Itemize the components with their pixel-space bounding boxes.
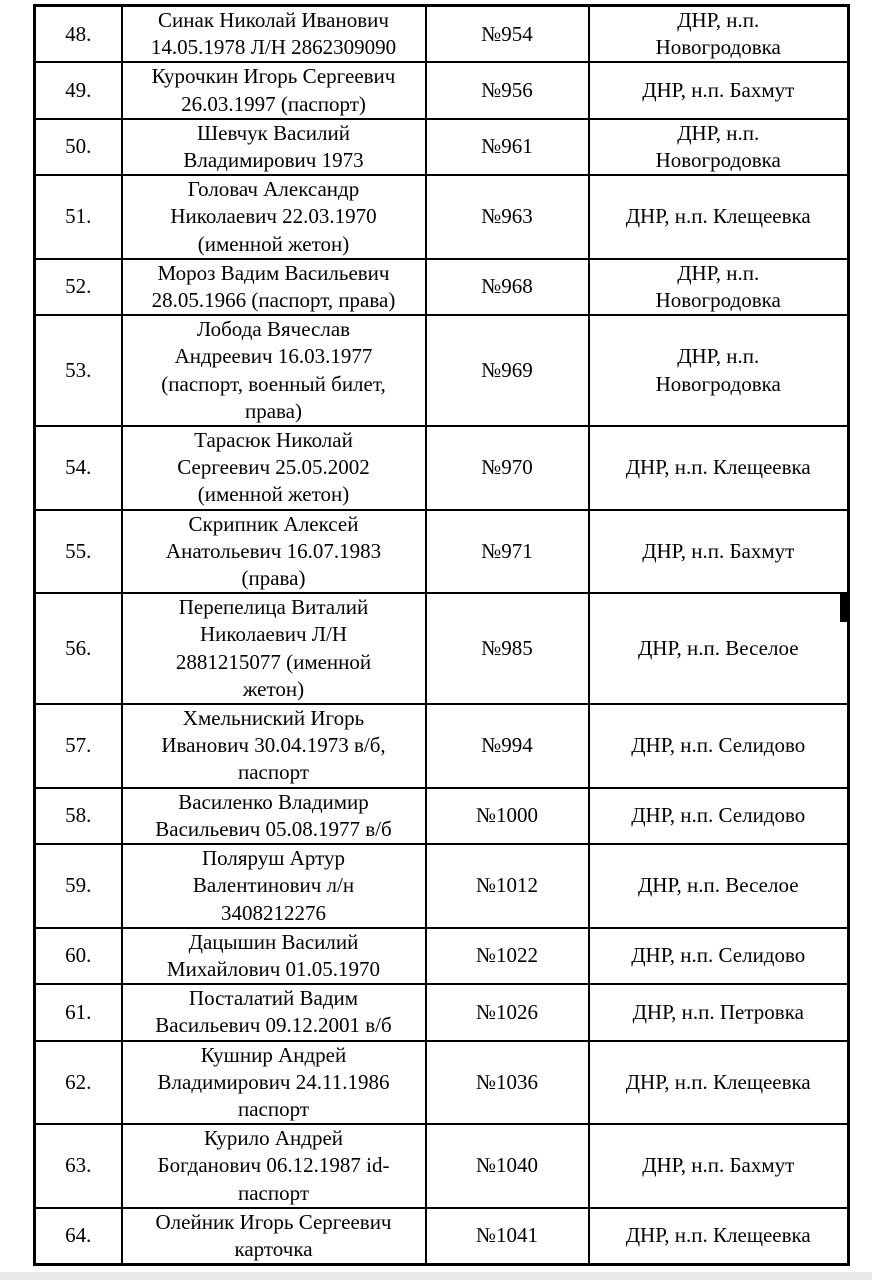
ref-number-cell: №1036	[424, 1039, 590, 1126]
row-number-cell: 52.	[33, 257, 123, 317]
name-cell: Курило Андрей Богданович 06.12.1987 id- …	[120, 1123, 427, 1209]
table-row: 61. Посталатий Вадим Васильевич 09.12.200…	[33, 983, 850, 1042]
table-row: 51. Головач Александр Николаевич 22.03.19…	[33, 174, 850, 260]
table-row: 63. Курило Андрей Богданович 06.12.1987 i…	[33, 1123, 850, 1209]
table-row: 50. Шевчук Василий Владимирович 1973 №961 Д…	[33, 117, 850, 177]
name-cell: Посталатий Вадим Васильевич 09.12.2001 в…	[120, 983, 427, 1042]
row-number-cell: 60.	[33, 926, 123, 986]
ref-number-cell: №985	[424, 592, 590, 706]
row-number-cell: 56.	[33, 592, 123, 706]
cursor-artifact	[840, 594, 847, 622]
row-number-cell: 48.	[33, 4, 123, 64]
row-number-cell: 61.	[33, 983, 123, 1042]
ref-number-cell: №1022	[424, 926, 590, 986]
name-cell: Дацышин Василий Михайлович 01.05.1970	[120, 926, 427, 986]
table-row: 57. Хмельниский Игорь Иванович 30.04.1973…	[33, 703, 850, 789]
row-number-cell: 49.	[33, 61, 123, 120]
ref-number-cell: №961	[424, 117, 590, 177]
detainee-list-table: 48. Синак Николай Иванович 14.05.1978 Л/Н…	[33, 4, 850, 1267]
ref-number-cell: №954	[424, 4, 590, 64]
location-cell: ДНР, н.п. Клещеевка	[587, 1206, 850, 1266]
name-cell: Олейник Игорь Сергеевич карточка	[120, 1206, 427, 1266]
name-cell: Кушнир Андрей Владимирович 24.11.1986 па…	[120, 1039, 427, 1126]
location-cell: ДНР, н.п. Новогродовка	[587, 117, 850, 177]
location-cell: ДНР, н.п. Бахмут	[587, 508, 850, 595]
row-number-cell: 55.	[33, 508, 123, 595]
location-cell: ДНР, н.п. Бахмут	[587, 61, 850, 120]
name-cell: Лобода Вячеслав Андреевич 16.03.1977 (па…	[120, 314, 427, 428]
ref-number-cell: №969	[424, 314, 590, 428]
table-row: 48. Синак Николай Иванович 14.05.1978 Л/Н…	[33, 4, 850, 64]
location-cell: ДНР, н.п. Новогродовка	[587, 314, 850, 428]
row-number-cell: 51.	[33, 174, 123, 260]
location-cell: ДНР, н.п. Новогродовка	[587, 4, 850, 64]
location-cell: ДНР, н.п. Петровка	[587, 983, 850, 1042]
ref-number-cell: №970	[424, 425, 590, 511]
table-row: 62. Кушнир Андрей Владимирович 24.11.1986…	[33, 1039, 850, 1126]
name-cell: Поляруш Артур Валентинович л/н 340821227…	[120, 843, 427, 929]
table-body: 48. Синак Николай Иванович 14.05.1978 Л/Н…	[33, 4, 850, 1266]
ref-number-cell: №971	[424, 508, 590, 595]
table-row: 56. Перепелица Виталий Николаевич Л/Н 288…	[33, 592, 850, 706]
name-cell: Скрипник Алексей Анатольевич 16.07.1983 …	[120, 508, 427, 595]
ref-number-cell: №1040	[424, 1123, 590, 1209]
ref-number-cell: №994	[424, 703, 590, 789]
row-number-cell: 62.	[33, 1039, 123, 1126]
location-cell: ДНР, н.п. Новогродовка	[587, 257, 850, 317]
table-row: 55. Скрипник Алексей Анатольевич 16.07.19…	[33, 508, 850, 595]
ref-number-cell: №963	[424, 174, 590, 260]
ref-number-cell: №1041	[424, 1206, 590, 1266]
location-cell: ДНР, н.п. Селидово	[587, 926, 850, 986]
ref-number-cell: №1012	[424, 843, 590, 929]
row-number-cell: 63.	[33, 1123, 123, 1209]
name-cell: Синак Николай Иванович 14.05.1978 Л/Н 28…	[120, 4, 427, 64]
name-cell: Головач Александр Николаевич 22.03.1970 …	[120, 174, 427, 260]
location-cell: ДНР, н.п. Клещеевка	[587, 174, 850, 260]
row-number-cell: 57.	[33, 703, 123, 789]
table-row: 59. Поляруш Артур Валентинович л/н 340821…	[33, 843, 850, 929]
name-cell: Василенко Владимир Васильевич 05.08.1977…	[120, 786, 427, 846]
row-number-cell: 64.	[33, 1206, 123, 1266]
ref-number-cell: №968	[424, 257, 590, 317]
location-cell: ДНР, н.п. Клещеевка	[587, 425, 850, 511]
location-cell: ДНР, н.п. Бахмут	[587, 1123, 850, 1209]
ref-number-cell: №956	[424, 61, 590, 120]
name-cell: Хмельниский Игорь Иванович 30.04.1973 в/…	[120, 703, 427, 789]
name-cell: Тарасюк Николай Сергеевич 25.05.2002 (им…	[120, 425, 427, 511]
table-row: 52. Мороз Вадим Васильевич 28.05.1966 (па…	[33, 257, 850, 317]
name-cell: Шевчук Василий Владимирович 1973	[120, 117, 427, 177]
table-row: 58. Василенко Владимир Васильевич 05.08.1…	[33, 786, 850, 846]
location-cell: ДНР, н.п. Клещеевка	[587, 1039, 850, 1126]
row-number-cell: 50.	[33, 117, 123, 177]
row-number-cell: 59.	[33, 843, 123, 929]
table-row: 60. Дацышин Василий Михайлович 01.05.1970…	[33, 926, 850, 986]
name-cell: Перепелица Виталий Николаевич Л/Н 288121…	[120, 592, 427, 706]
ref-number-cell: №1026	[424, 983, 590, 1042]
row-number-cell: 53.	[33, 314, 123, 428]
table-row: 54. Тарасюк Николай Сергеевич 25.05.2002 …	[33, 425, 850, 511]
row-number-cell: 58.	[33, 786, 123, 846]
row-number-cell: 54.	[33, 425, 123, 511]
location-cell: ДНР, н.п. Веселое	[587, 592, 850, 706]
name-cell: Мороз Вадим Васильевич 28.05.1966 (паспо…	[120, 257, 427, 317]
ref-number-cell: №1000	[424, 786, 590, 846]
table-row: 53. Лобода Вячеслав Андреевич 16.03.1977 …	[33, 314, 850, 428]
bottom-strip	[0, 1272, 872, 1280]
table-row: 64. Олейник Игорь Сергеевич карточка №1041…	[33, 1206, 850, 1266]
location-cell: ДНР, н.п. Селидово	[587, 786, 850, 846]
location-cell: ДНР, н.п. Веселое	[587, 843, 850, 929]
location-cell: ДНР, н.п. Селидово	[587, 703, 850, 789]
name-cell: Курочкин Игорь Сергеевич 26.03.1997 (пас…	[120, 61, 427, 120]
table-row: 49. Курочкин Игорь Сергеевич 26.03.1997 (…	[33, 61, 850, 120]
